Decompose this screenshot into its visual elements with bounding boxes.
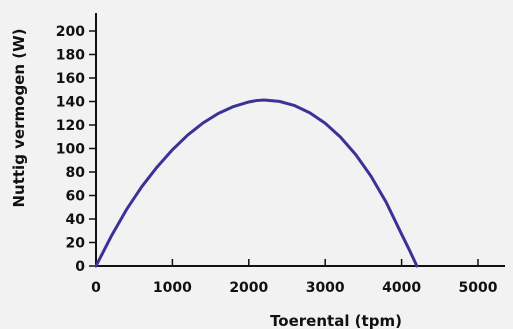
x-tick-label: 4000 xyxy=(382,280,421,296)
x-ticks: 0 1000 2000 3000 4000 5000 xyxy=(91,259,498,296)
y-tick-label: 100 xyxy=(56,142,85,158)
y-tick-label: 120 xyxy=(56,118,85,134)
y-tick-label: 80 xyxy=(66,165,86,181)
y-tick-label: 180 xyxy=(56,48,85,64)
y-tick-label: 0 xyxy=(75,259,85,275)
x-tick-label: 1000 xyxy=(153,280,192,296)
y-tick-label: 60 xyxy=(66,189,86,205)
x-tick-label: 0 xyxy=(91,280,101,296)
x-axis-label: Toerental (tpm) xyxy=(270,312,402,329)
y-tick-label: 200 xyxy=(56,24,85,40)
x-tick-label: 3000 xyxy=(306,280,345,296)
y-tick-label: 140 xyxy=(56,95,85,111)
series-line xyxy=(94,98,419,268)
x-tick-label: 5000 xyxy=(459,280,498,296)
y-tick-label: 160 xyxy=(56,71,85,87)
y-tick-label: 20 xyxy=(66,236,86,252)
x-tick-label: 2000 xyxy=(229,280,268,296)
y-axis-label: Nuttig vermogen (W) xyxy=(10,28,28,207)
y-ticks: 0 20 40 60 80 100 120 140 160 180 200 xyxy=(56,24,96,275)
y-tick-label: 40 xyxy=(66,212,86,228)
